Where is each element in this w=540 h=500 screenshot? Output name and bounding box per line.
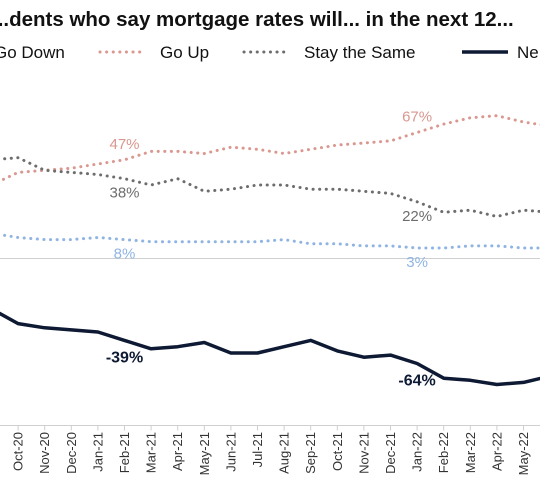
x-tick-label: Jan-21	[90, 432, 105, 472]
data-label-go-down: 8%	[114, 246, 136, 263]
x-tick-label: Oct-20	[11, 432, 26, 471]
x-tick-label: Nov-20	[37, 432, 52, 474]
series-line-go-up	[0, 114, 540, 183]
data-label-go-down: 3%	[406, 254, 428, 271]
x-tick-label: Jun-21	[223, 432, 238, 472]
data-labels: 47% 67% 38% 22% 8% 3% -39% -64%	[106, 109, 436, 390]
x-tick-label: Dec-20	[64, 432, 79, 474]
data-label-net: -39%	[106, 349, 143, 366]
x-tick-label: Dec-21	[383, 432, 398, 474]
legend-label-stay-the-same: Stay the Same	[304, 43, 416, 62]
x-tick-label: May-21	[197, 432, 212, 475]
x-tick-label: Apr-22	[489, 432, 504, 471]
x-tick-label: Mar-21	[144, 432, 159, 473]
x-tick-label: Feb-22	[436, 432, 451, 473]
x-tick-label: Feb-21	[117, 432, 132, 473]
x-tick-label: Mar-22	[463, 432, 478, 473]
legend: Go Down Go Up Stay the Same Ne...	[0, 43, 540, 62]
x-axis-ticks: Oct-20 Nov-20 Dec-20 Jan-21 Feb-21 Mar-21 Apr-…	[11, 425, 531, 475]
x-tick-label: May-22	[516, 432, 531, 475]
x-tick-label: Aug-21	[277, 432, 292, 474]
data-label-go-up: 47%	[109, 136, 139, 153]
legend-label-go-up: Go Up	[160, 43, 209, 62]
data-label-net: -64%	[398, 373, 435, 390]
legend-label-net: Ne...	[517, 43, 540, 62]
x-tick-label: Jan-22	[410, 432, 425, 472]
series-line-net	[0, 311, 540, 387]
x-tick-label: Apr-21	[170, 432, 185, 471]
chart-title: ...dents who say mortgage rates will... …	[0, 8, 514, 31]
x-tick-label: Sep-21	[303, 432, 318, 474]
series-line-go-down	[0, 233, 540, 250]
x-tick-label: Oct-21	[330, 432, 345, 471]
data-label-stay-the-same: 22%	[402, 208, 432, 225]
data-label-go-up: 67%	[402, 109, 432, 126]
x-tick-label: Jul-21	[250, 432, 265, 467]
legend-label-go-down: Go Down	[0, 43, 65, 62]
x-tick-label: Nov-21	[356, 432, 371, 474]
series-layer	[0, 114, 540, 387]
data-label-stay-the-same: 38%	[109, 185, 139, 202]
